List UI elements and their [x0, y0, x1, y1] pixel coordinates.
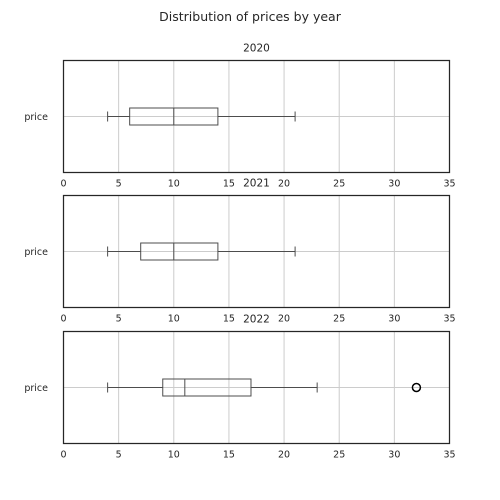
axes-frame	[62, 194, 451, 309]
x-tick-label: 25	[333, 450, 345, 461]
x-tick-label: 30	[388, 450, 400, 461]
x-tick-label: 35	[443, 179, 455, 190]
x-tick-label: 15	[223, 314, 235, 325]
axes-frame	[62, 59, 451, 174]
x-tick-label: 10	[168, 450, 180, 461]
x-tick-label: 35	[443, 450, 455, 461]
subplot-title: 2020	[243, 43, 270, 55]
x-tick-label: 20	[278, 450, 290, 461]
figure-title: Distribution of prices by year	[159, 9, 342, 24]
subplot-title: 2022	[243, 314, 270, 326]
x-tick-label: 20	[278, 179, 290, 190]
x-tick-label: 25	[333, 179, 345, 190]
x-tick-label: 25	[333, 314, 345, 325]
x-tick-label: 0	[60, 179, 66, 190]
x-tick-label: 5	[116, 450, 122, 461]
subplot-title: 2021	[243, 178, 270, 190]
x-tick-label: 20	[278, 314, 290, 325]
x-tick-label: 0	[60, 314, 66, 325]
x-tick-label: 30	[388, 314, 400, 325]
x-tick-label: 35	[443, 314, 455, 325]
box-iqr	[162, 378, 252, 397]
category-label: price	[24, 247, 48, 258]
x-tick-label: 5	[116, 314, 122, 325]
category-label: price	[24, 383, 48, 394]
x-tick-label: 5	[116, 179, 122, 190]
box-iqr	[140, 242, 219, 261]
x-tick-label: 30	[388, 179, 400, 190]
x-tick-label: 15	[223, 450, 235, 461]
x-tick-label: 10	[168, 179, 180, 190]
category-label: price	[24, 112, 48, 123]
x-tick-label: 0	[60, 450, 66, 461]
x-tick-label: 15	[223, 179, 235, 190]
outlier-point	[411, 382, 422, 393]
x-tick-label: 10	[168, 314, 180, 325]
axes-frame	[62, 330, 451, 445]
